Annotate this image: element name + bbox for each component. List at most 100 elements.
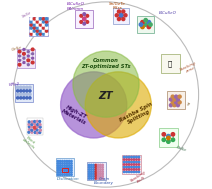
Circle shape	[133, 166, 135, 168]
Circle shape	[64, 167, 66, 169]
Circle shape	[88, 175, 90, 177]
Circle shape	[28, 129, 30, 130]
Circle shape	[18, 63, 21, 66]
Circle shape	[95, 169, 97, 170]
Circle shape	[131, 171, 132, 173]
Circle shape	[131, 159, 132, 160]
Circle shape	[59, 167, 61, 169]
Circle shape	[91, 175, 92, 177]
Circle shape	[66, 165, 68, 167]
Circle shape	[39, 27, 42, 29]
Circle shape	[136, 156, 137, 158]
Circle shape	[128, 166, 130, 168]
Circle shape	[83, 22, 86, 25]
Text: 🔬: 🔬	[168, 60, 172, 67]
Circle shape	[27, 59, 30, 62]
Circle shape	[57, 172, 59, 173]
Circle shape	[62, 170, 63, 171]
Circle shape	[71, 172, 72, 173]
Circle shape	[57, 167, 59, 169]
Circle shape	[138, 164, 140, 165]
Circle shape	[20, 97, 22, 99]
Circle shape	[68, 172, 70, 173]
Circle shape	[36, 33, 39, 35]
Circle shape	[68, 167, 70, 169]
Circle shape	[23, 86, 25, 88]
Circle shape	[133, 156, 135, 158]
Circle shape	[136, 166, 137, 168]
FancyBboxPatch shape	[161, 54, 180, 73]
Bar	[124, 164, 139, 165]
Circle shape	[100, 175, 101, 177]
Bar	[124, 166, 139, 168]
FancyBboxPatch shape	[167, 91, 185, 109]
Text: Point
defects: Point defects	[21, 134, 38, 150]
Circle shape	[123, 161, 125, 163]
Circle shape	[119, 13, 123, 17]
Circle shape	[31, 129, 33, 131]
Circle shape	[42, 21, 45, 23]
Circle shape	[95, 171, 97, 173]
Circle shape	[138, 169, 140, 170]
Circle shape	[144, 19, 147, 22]
Circle shape	[36, 21, 39, 23]
Circle shape	[59, 172, 61, 173]
Circle shape	[17, 86, 19, 88]
Circle shape	[91, 167, 92, 168]
Circle shape	[126, 159, 127, 160]
Circle shape	[91, 171, 92, 173]
Circle shape	[133, 171, 135, 173]
Circle shape	[66, 160, 68, 162]
Circle shape	[39, 129, 41, 131]
Bar	[124, 171, 139, 173]
Circle shape	[128, 159, 130, 160]
Text: BiCuSeO
P4/nmm: BiCuSeO P4/nmm	[67, 2, 85, 11]
Circle shape	[36, 129, 38, 131]
Circle shape	[39, 18, 42, 20]
Circle shape	[19, 59, 21, 61]
Circle shape	[86, 15, 89, 17]
Circle shape	[126, 166, 127, 168]
Circle shape	[20, 90, 22, 92]
Circle shape	[23, 90, 25, 92]
Circle shape	[36, 132, 38, 134]
Circle shape	[39, 30, 42, 32]
Circle shape	[59, 174, 61, 175]
Text: Tl: Tl	[186, 102, 191, 107]
Text: Stacking
zone: Stacking zone	[179, 60, 199, 76]
FancyBboxPatch shape	[159, 129, 178, 147]
Circle shape	[29, 93, 31, 95]
Circle shape	[136, 164, 137, 165]
Bar	[124, 156, 139, 158]
Circle shape	[68, 165, 70, 167]
Circle shape	[117, 10, 120, 13]
Circle shape	[133, 169, 135, 170]
Circle shape	[66, 174, 68, 175]
Circle shape	[88, 164, 90, 166]
Circle shape	[115, 14, 118, 17]
Circle shape	[175, 95, 178, 98]
Circle shape	[28, 131, 30, 133]
Circle shape	[45, 27, 48, 29]
Circle shape	[28, 126, 30, 128]
Circle shape	[93, 173, 94, 175]
Circle shape	[126, 161, 127, 163]
Circle shape	[123, 171, 125, 173]
FancyBboxPatch shape	[122, 155, 141, 174]
Circle shape	[128, 164, 130, 165]
Circle shape	[131, 169, 132, 170]
Circle shape	[33, 126, 36, 129]
Circle shape	[62, 167, 63, 169]
Circle shape	[128, 161, 130, 163]
Circle shape	[102, 171, 103, 173]
Circle shape	[42, 30, 45, 32]
Circle shape	[26, 97, 28, 99]
Circle shape	[57, 165, 59, 167]
Circle shape	[175, 101, 178, 104]
Circle shape	[82, 17, 86, 21]
Text: Common
ZT-optimized STs: Common ZT-optimized STs	[81, 58, 131, 69]
Circle shape	[33, 129, 35, 130]
Circle shape	[42, 33, 45, 35]
Circle shape	[102, 178, 103, 179]
Circle shape	[91, 173, 92, 175]
